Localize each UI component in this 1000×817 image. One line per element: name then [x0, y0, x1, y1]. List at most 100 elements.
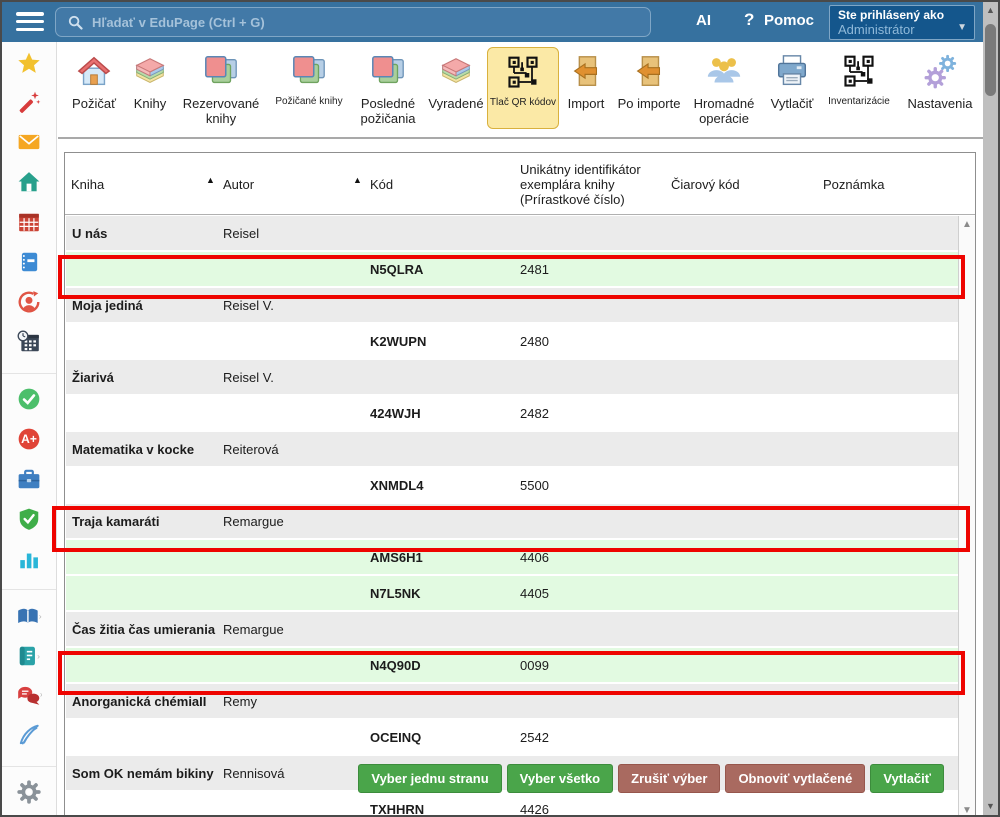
toolbar-item-posledne-pozicania[interactable]: Posledné požičania	[351, 47, 425, 126]
toolbar-item-import[interactable]: Import	[559, 47, 613, 111]
sidebar-item-briefcase[interactable]	[17, 469, 41, 493]
book-title-row[interactable]: Traja kamaráti Remargue	[66, 504, 959, 538]
vytlacit-button[interactable]: Vytlačiť	[870, 764, 944, 793]
page-scrollbar[interactable]: ▲ ▼	[983, 2, 998, 815]
sort-asc-icon[interactable]: ▲	[206, 175, 215, 185]
zrusit-vyber-button[interactable]: Zrušiť výber	[618, 764, 721, 793]
sidebar-item-chat[interactable]: ›	[16, 683, 43, 712]
chat-icon: ›	[16, 683, 43, 712]
obnovit-vytlacene-button[interactable]: Obnoviť vytlačené	[725, 764, 866, 793]
toolbar-item-inventarizacie[interactable]: Inventarizácie	[821, 47, 897, 108]
book-copy-row[interactable]: N5QLRA 2481	[66, 252, 959, 286]
settings-gear-icon	[17, 780, 41, 809]
scroll-down-icon[interactable]: ▼	[962, 805, 972, 816]
book-copy-row[interactable]: TXHHRN 4426	[66, 792, 959, 817]
column-header-identifikator[interactable]: Unikátny identifikátor exemplára knihy (…	[520, 162, 641, 207]
hamburger-menu-icon[interactable]	[16, 12, 44, 32]
sidebar-item-calendar[interactable]	[17, 213, 41, 237]
column-header-kniha[interactable]: Kniha	[71, 177, 105, 192]
sidebar-item-settings-gear[interactable]	[17, 780, 41, 809]
book-title: Žiarivá	[72, 370, 114, 385]
copy-accession-number: 2480	[520, 334, 549, 349]
toolbar-item-tlac-qr-kodov[interactable]: Tlač QR kódov	[487, 47, 559, 129]
sidebar-item-person-sync[interactable]	[17, 291, 41, 317]
toolbar-item-pozicane-knihy[interactable]: Požičané knihy	[267, 47, 351, 108]
table-scrollbar[interactable]: ▲ ▼	[958, 216, 975, 816]
book-title-row[interactable]: Matematika v kocke Reiterová	[66, 432, 959, 466]
column-header-kod[interactable]: Kód	[370, 177, 394, 192]
home-icon	[17, 170, 41, 199]
book-copy-row[interactable]: N7L5NK 4405	[66, 576, 959, 610]
sidebar-item-magic-wand[interactable]	[17, 92, 41, 117]
toolbar-item-nastavenia[interactable]: Nastavenia	[897, 47, 983, 111]
book-copy-row[interactable]: XNMDL4 5500	[66, 468, 959, 502]
sort-asc-icon[interactable]: ▲	[353, 175, 362, 185]
toolbar-item-vyradene[interactable]: Vyradené	[425, 47, 487, 111]
toolbar-item-hromadne-operacie[interactable]: Hromadné operácie	[685, 47, 763, 126]
sidebar-item-library-book[interactable]: ›	[17, 606, 42, 630]
scroll-up-icon[interactable]: ▲	[986, 5, 995, 15]
scroll-up-icon[interactable]: ▲	[962, 219, 972, 230]
check-circle-icon	[17, 387, 41, 416]
column-header-poznamka[interactable]: Poznámka	[823, 177, 885, 192]
library-toolbar: Požičať Knihy Rezervované knihy Požičané kn…	[58, 42, 983, 139]
stacked-cards-icon	[368, 52, 408, 92]
copy-code: TXHHRN	[370, 802, 425, 817]
sidebar-item-grade-a-plus[interactable]: A+	[17, 427, 41, 456]
grade-a-plus-icon: A+	[17, 427, 41, 456]
sidebar-item-notebook[interactable]	[17, 250, 41, 279]
vyber-vsetko-button[interactable]: Vyber všetko	[506, 764, 614, 793]
book-title-row[interactable]: U nás Reisel	[66, 216, 959, 250]
book-copy-row[interactable]: AMS6H1 4406	[66, 540, 959, 574]
book-copy-row[interactable]: OCEINQ 2542	[66, 720, 959, 754]
toolbar-item-knihy[interactable]: Knihy	[125, 47, 175, 111]
copy-accession-number: 4406	[520, 550, 549, 565]
ai-menu-item[interactable]: AI	[696, 12, 711, 29]
schedule-icon	[17, 330, 41, 359]
sidebar-item-bar-chart[interactable]	[17, 549, 41, 573]
import-arrow-icon	[629, 52, 669, 92]
book-title-row[interactable]: Čas žitia čas umierania Remargue	[66, 612, 959, 646]
search-input[interactable]: Hľadať v EduPage (Ctrl + G)	[55, 7, 651, 37]
sidebar-item-shield-check[interactable]	[17, 508, 41, 533]
book-copy-row[interactable]: K2WUPN 2480	[66, 324, 959, 358]
toolbar-item-pozicat[interactable]: Požičať	[63, 47, 125, 111]
sidebar-divider	[2, 372, 56, 374]
toolbar-item-rezervovane-knihy[interactable]: Rezervované knihy	[175, 47, 267, 126]
page-scrollbar-thumb[interactable]	[985, 24, 996, 96]
vyber-jednu-stranu-button[interactable]: Vyber jednu stranu	[358, 764, 502, 793]
sidebar-item-home[interactable]	[17, 170, 41, 199]
house-icon	[74, 52, 114, 92]
notebook-icon	[17, 250, 41, 279]
help-question-icon[interactable]: ?	[744, 10, 755, 29]
book-title-row[interactable]: Žiarivá Reisel V.	[66, 360, 959, 394]
sidebar-divider	[2, 589, 56, 591]
logged-in-as-label: Ste prihlásený ako	[838, 8, 945, 22]
book-author: Reiterová	[223, 442, 279, 457]
scroll-down-icon[interactable]: ▼	[986, 801, 995, 811]
column-header-autor[interactable]: Autor	[223, 177, 255, 192]
book-copy-row[interactable]: 424WJH 2482	[66, 396, 959, 430]
help-menu-item[interactable]: Pomoc	[764, 12, 815, 29]
star-icon	[17, 51, 41, 80]
user-account-dropdown[interactable]: Ste prihlásený ako Administrátor ▼	[829, 5, 975, 40]
copy-accession-number: 2481	[520, 262, 549, 277]
sidebar-item-pen[interactable]	[17, 725, 41, 750]
sidebar-item-mail[interactable]	[17, 133, 41, 157]
toolbar-item-label: Hromadné operácie	[693, 96, 755, 126]
column-header-ciarovy-kod[interactable]: Čiarový kód	[671, 177, 740, 192]
toolbar-item-label: Po importe	[617, 96, 681, 111]
sidebar-item-documents[interactable]: ›	[17, 646, 41, 670]
sidebar-item-schedule[interactable]	[17, 330, 41, 359]
sidebar-item-check-circle[interactable]	[17, 387, 41, 416]
search-placeholder: Hľadať v EduPage (Ctrl + G)	[92, 14, 265, 30]
user-name: Administrátor	[838, 22, 915, 37]
gears-icon	[920, 52, 960, 92]
toolbar-item-vytlacit[interactable]: Vytlačiť	[763, 47, 821, 111]
book-copy-row[interactable]: N4Q90D 0099	[66, 648, 959, 682]
book-title-row[interactable]: Moja jediná Reisel V.	[66, 288, 959, 322]
toolbar-item-po-importe[interactable]: Po importe	[613, 47, 685, 111]
book-title-row[interactable]: Anorganická chémiaII Remy	[66, 684, 959, 718]
sidebar-item-star[interactable]	[17, 51, 41, 80]
mail-icon	[17, 130, 41, 159]
